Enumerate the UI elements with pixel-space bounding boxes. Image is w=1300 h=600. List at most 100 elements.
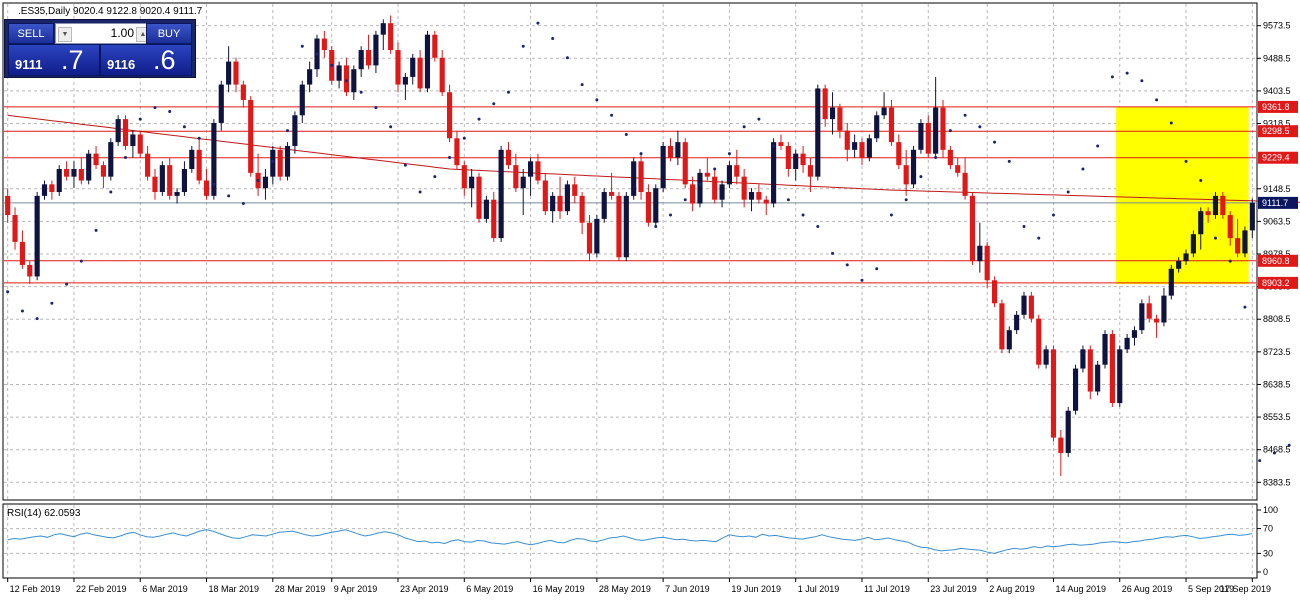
candle-body xyxy=(704,172,710,177)
sar-dot xyxy=(1140,79,1144,83)
candle-body xyxy=(969,195,976,262)
candle-body xyxy=(793,153,799,169)
price-level-badge xyxy=(1258,151,1298,164)
candle-body xyxy=(859,142,865,158)
sar-dot xyxy=(860,278,864,282)
candle-body xyxy=(527,161,534,177)
current-price-badge xyxy=(1258,196,1298,209)
date-tick-label: 9 Apr 2019 xyxy=(334,584,378,594)
sar-dot xyxy=(993,140,997,144)
price-tick-label: 9318.5 xyxy=(1263,119,1291,129)
candle-body xyxy=(417,57,423,89)
sar-dot xyxy=(963,113,967,117)
candle-body xyxy=(410,57,416,77)
candle-body xyxy=(476,176,482,219)
candle-body xyxy=(100,165,107,177)
sar-dot xyxy=(182,125,186,129)
sar-dot xyxy=(904,198,908,202)
sar-dot xyxy=(389,125,393,129)
sell-price-button[interactable]: 9111 .7 xyxy=(8,44,100,76)
sar-dot xyxy=(1066,190,1070,194)
candle-body xyxy=(1058,437,1064,453)
price-tick-label: 9573.5 xyxy=(1263,21,1291,31)
parabolic-sar xyxy=(6,21,1291,463)
sar-dot xyxy=(669,213,673,217)
price-level-label: 8960.8 xyxy=(1262,256,1290,266)
candle-body xyxy=(1139,303,1145,331)
candle-body xyxy=(240,84,246,100)
sar-dot xyxy=(492,102,496,106)
candle-body xyxy=(1109,334,1115,404)
candle-body xyxy=(874,115,880,139)
candle-body xyxy=(1205,211,1211,216)
sar-dot xyxy=(227,194,231,198)
candle-body xyxy=(550,195,556,212)
candle-body xyxy=(1095,364,1101,392)
candle-body xyxy=(218,84,224,123)
candle-body xyxy=(461,165,467,189)
candle-body xyxy=(866,138,872,158)
buy-button[interactable]: BUY xyxy=(146,23,192,44)
candle-body xyxy=(211,122,217,196)
rsi-tick-label: 70 xyxy=(1263,524,1273,534)
lot-decrease-icon[interactable]: ▼ xyxy=(58,27,72,42)
sar-dot xyxy=(654,225,658,229)
sar-dot xyxy=(506,90,510,94)
date-tick-label: 7 Jun 2019 xyxy=(665,584,710,594)
sar-dot xyxy=(727,152,731,156)
candle-body xyxy=(373,34,379,66)
symbol-header: .ES35,Daily 9020.4 9122.8 9020.4 9111.7 xyxy=(18,6,203,17)
candle-body xyxy=(881,107,887,116)
candle-body xyxy=(896,142,902,166)
candle-body xyxy=(785,145,791,169)
price-tick-label: 8978.5 xyxy=(1263,249,1291,259)
lot-size-input[interactable]: ▼ 1.00 ▲ xyxy=(55,23,153,44)
candle-body xyxy=(933,107,939,154)
candle-body xyxy=(343,65,350,93)
highlight-zone xyxy=(1116,106,1249,285)
candle-body xyxy=(564,184,570,212)
sar-dot xyxy=(610,113,614,117)
candle-body xyxy=(675,142,681,158)
sar-dot xyxy=(418,190,422,194)
sar-dot xyxy=(831,251,835,255)
candle-body xyxy=(380,23,386,35)
sar-dot xyxy=(1184,159,1188,163)
candle-body xyxy=(645,192,651,223)
candle-body xyxy=(270,149,276,177)
candle-body xyxy=(947,149,953,166)
candle-body xyxy=(1146,303,1152,319)
candle-body xyxy=(277,149,283,177)
candle-body xyxy=(726,165,733,185)
sar-dot xyxy=(816,225,820,229)
price-tick-label: 9063.5 xyxy=(1263,216,1291,226)
sar-dot xyxy=(889,213,893,217)
price-level-badge xyxy=(1258,100,1298,113)
date-tick-label: 2 Aug 2019 xyxy=(989,584,1035,594)
rsi-line xyxy=(7,529,1253,554)
sar-dot xyxy=(256,179,260,183)
price-tick-label: 8638.5 xyxy=(1263,379,1291,389)
sar-dot xyxy=(477,117,481,121)
rsi-tick-label: 0 xyxy=(1263,567,1268,577)
candle-body xyxy=(800,153,806,166)
date-tick-label: 18 Mar 2019 xyxy=(209,584,260,594)
current-price-label: 9111.7 xyxy=(1262,198,1288,208)
price-axis: 9573.5 9488.5 9403.5 9318.5 9148.5 9063.5 8978… xyxy=(1257,21,1298,487)
candle-body xyxy=(167,165,173,196)
lot-size-value[interactable]: 1.00 xyxy=(110,26,134,40)
sar-dot xyxy=(934,155,938,159)
date-tick-label: 6 May 2019 xyxy=(466,584,513,594)
candle-body xyxy=(93,153,99,166)
candle-body xyxy=(682,142,688,185)
candle-body xyxy=(888,107,895,143)
sell-button[interactable]: SELL xyxy=(8,23,54,44)
candle-body xyxy=(1014,314,1020,331)
buy-price-button[interactable]: 9116 .6 xyxy=(100,44,192,76)
candle-body xyxy=(1124,337,1130,350)
sar-dot xyxy=(978,125,982,129)
candle-body xyxy=(262,176,269,189)
candle-body xyxy=(690,184,696,204)
candlesticks xyxy=(5,15,1255,476)
